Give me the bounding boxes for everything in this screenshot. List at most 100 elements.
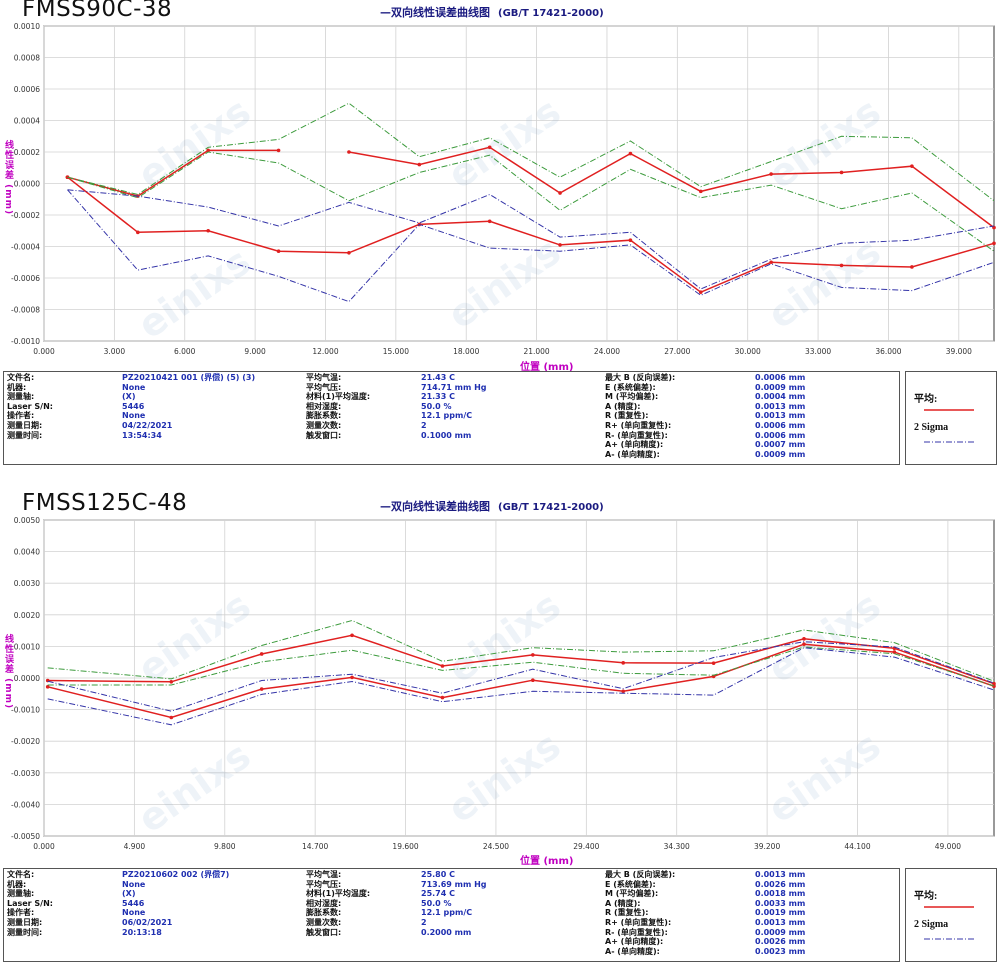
y-tick-label: 0.0000 <box>14 674 40 683</box>
info-value: None <box>122 411 146 421</box>
x-tick-label: 0.000 <box>33 842 55 851</box>
info-value: PZ20210602 002 (界偿7) <box>122 870 230 879</box>
y-tick-label: 0.0006 <box>14 85 40 94</box>
data-point <box>910 265 914 269</box>
mean-error-line <box>67 149 279 197</box>
x-tick-label: 6.000 <box>174 347 196 356</box>
info-key: Laser S/N: <box>7 401 53 411</box>
info-row: 相对湿度: 50.0 % <box>306 899 487 909</box>
data-point <box>558 243 562 247</box>
info-row: R- (单向重复性): 0.0009 mm <box>605 928 805 938</box>
data-point <box>206 148 210 153</box>
data-point <box>169 679 174 684</box>
info-value: 0.0006 mm <box>755 420 806 430</box>
data-point <box>440 664 445 668</box>
data-point <box>259 652 264 656</box>
info-value: None <box>122 879 146 889</box>
subtitle-text: —双向线性误差曲线图 <box>380 500 490 513</box>
data-point <box>628 238 633 242</box>
data-point <box>276 249 281 254</box>
info-value: 13:54:34 <box>122 430 162 440</box>
info-value: 0.0018 mm <box>755 889 806 899</box>
info-row: A+ (单向精度): 0.0026 mm <box>605 937 805 947</box>
y-tick-label: -0.0050 <box>11 832 40 841</box>
x-tick-label: 29.400 <box>573 842 599 851</box>
legend-sigma-label: 2 Sigma <box>914 422 949 433</box>
y-tick-label: 0.0000 <box>14 180 40 189</box>
info-row: 测量时间: 13:54:34 <box>7 431 255 441</box>
info-key: 触发窗口: <box>306 927 342 937</box>
y-tick-label: 0.0020 <box>14 611 40 620</box>
info-value: 0.0007 mm <box>755 440 806 450</box>
data-point <box>259 687 264 691</box>
info-key: 测量次数: <box>306 420 342 430</box>
data-point <box>711 661 716 665</box>
info-value: 0.0006 mm <box>755 373 806 382</box>
x-axis-label: 位置 (mm) <box>520 362 574 373</box>
info-value: 0.0006 mm <box>755 430 806 440</box>
info-key: Laser S/N: <box>7 898 53 908</box>
info-value: 25.74 C <box>421 889 455 899</box>
info-value: 0.0013 mm <box>755 411 806 421</box>
x-tick-label: 24.000 <box>594 347 620 356</box>
info-key: 平均气压: <box>306 382 342 392</box>
x-tick-label: 9.000 <box>244 347 266 356</box>
info-value: 0.0019 mm <box>755 908 806 918</box>
y-tick-label: -0.0006 <box>11 274 40 283</box>
info-key: M (平均偏差): <box>605 889 659 899</box>
two-sigma-line <box>67 151 995 252</box>
info-col-3: 最大 B (反向误差): 0.0013 mm E (系统偏差): 0.0026 mm M… <box>605 870 805 956</box>
y-tick-label: -0.0010 <box>11 337 40 346</box>
info-row: 机器: None <box>7 880 229 890</box>
info-value: (X) <box>122 889 136 899</box>
info-value: 25.80 C <box>421 870 455 879</box>
info-value: 12.1 ppm/C <box>421 908 473 918</box>
legend-swatches <box>924 906 974 940</box>
x-tick-label: 0.000 <box>33 347 55 356</box>
x-tick-label: 36.000 <box>875 347 901 356</box>
data-point <box>992 241 996 246</box>
two-sigma-line <box>67 189 995 290</box>
info-row: 触发窗口: 0.1000 mm <box>306 431 487 441</box>
y-axis-label: 线性误差 (mm) <box>3 140 13 216</box>
info-value: 0.1000 mm <box>421 430 472 440</box>
info-row: 测量轴: (X) <box>7 392 255 402</box>
data-point <box>769 172 773 176</box>
info-value: None <box>122 908 146 918</box>
info-row: A (精度): 0.0013 mm <box>605 402 805 412</box>
info-value: 0.0013 mm <box>755 401 806 411</box>
info-value: 12.1 ppm/C <box>421 411 473 421</box>
info-row: 文件名: PZ20210421 001 (界偿) (5) (3) <box>7 373 255 383</box>
info-key: A+ (单向精度): <box>605 937 664 947</box>
data-point <box>487 219 492 224</box>
info-value: 714.71 mm Hg <box>421 382 487 392</box>
legend-mean-label: 平均: <box>914 394 938 405</box>
info-value: 5446 <box>122 401 145 411</box>
info-row: R (重复性): 0.0013 mm <box>605 411 805 421</box>
info-row: 平均气压: 714.71 mm Hg <box>306 383 487 393</box>
info-key: 文件名: <box>7 870 35 879</box>
info-col-3: 最大 B (反向误差): 0.0006 mm E (系统偏差): 0.0009 mm M… <box>605 373 805 459</box>
legend-sigma-label: 2 Sigma <box>914 919 949 930</box>
info-key: A- (单向精度): <box>605 946 660 956</box>
data-point <box>350 633 354 638</box>
info-row: E (系统偏差): 0.0009 mm <box>605 383 805 393</box>
info-value: 2 <box>421 917 427 927</box>
data-point <box>347 150 351 154</box>
chart-subtitle: —双向线性误差曲线图 (GB/T 17421-2000) <box>380 498 604 514</box>
linear-error-chart: 0.0050 0.0040 0.0030 0.0020 0.0010 0.0000 -0.0… <box>11 516 996 851</box>
info-value: 713.69 mm Hg <box>421 879 487 889</box>
model-title: FMSS90C-38 <box>22 0 173 22</box>
info-row: E (系统偏差): 0.0026 mm <box>605 880 805 890</box>
y-tick-label: 0.0004 <box>14 117 40 126</box>
model-title: FMSS125C-48 <box>22 490 188 516</box>
info-value: 0.0009 mm <box>755 927 806 937</box>
info-key: 膨胀系数: <box>306 411 342 421</box>
info-key: E (系统偏差): <box>605 879 656 889</box>
info-row: 测量轴: (X) <box>7 889 229 899</box>
info-value: 0.0009 mm <box>755 449 806 459</box>
info-row: Laser S/N: 5446 <box>7 899 229 909</box>
info-value: None <box>122 382 146 392</box>
info-row: 材料(1)平均温度: 25.74 C <box>306 889 487 899</box>
x-tick-label: 12.000 <box>312 347 338 356</box>
